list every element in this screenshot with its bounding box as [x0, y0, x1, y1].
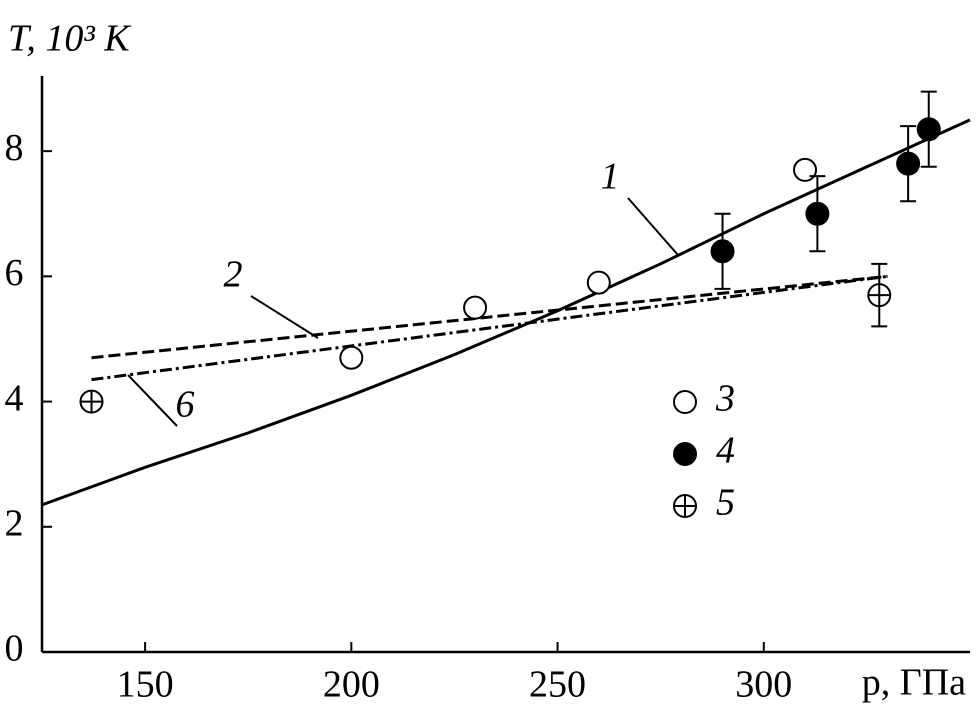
series-label: 6	[176, 384, 195, 426]
legend-label: 3	[715, 378, 735, 420]
legend-label: 5	[716, 482, 735, 524]
series-label: 1	[601, 156, 620, 198]
y-tick-label: 4	[5, 377, 24, 419]
annotation-leader	[127, 374, 178, 427]
y-tick-label: 8	[5, 127, 24, 169]
marker	[463, 295, 488, 320]
series-line	[91, 274, 888, 382]
y-tick-label: 6	[5, 252, 24, 294]
legend-marker	[673, 390, 697, 414]
series-line	[91, 274, 888, 360]
marker	[916, 117, 941, 142]
marker	[896, 151, 921, 176]
marker	[339, 345, 364, 370]
x-tick-label: 200	[323, 664, 380, 706]
marker	[710, 239, 735, 264]
x-axis-label: p, ГПа	[862, 662, 966, 704]
x-tick-label: 300	[735, 664, 792, 706]
marker	[793, 157, 818, 182]
x-tick-label: 250	[529, 664, 586, 706]
annotation-leader	[627, 197, 679, 256]
marker	[805, 201, 830, 226]
series-label: 2	[224, 254, 243, 296]
y-tick-label: 2	[5, 503, 24, 545]
x-tick-label: 150	[117, 664, 174, 706]
legend-label: 4	[716, 430, 735, 472]
y-axis-label: T, 10³ K	[8, 18, 131, 60]
y-tick-label: 0	[5, 628, 24, 670]
legend-marker	[673, 442, 697, 466]
marker	[586, 270, 611, 295]
annotation-leader	[250, 295, 319, 339]
series-line	[41, 118, 971, 507]
